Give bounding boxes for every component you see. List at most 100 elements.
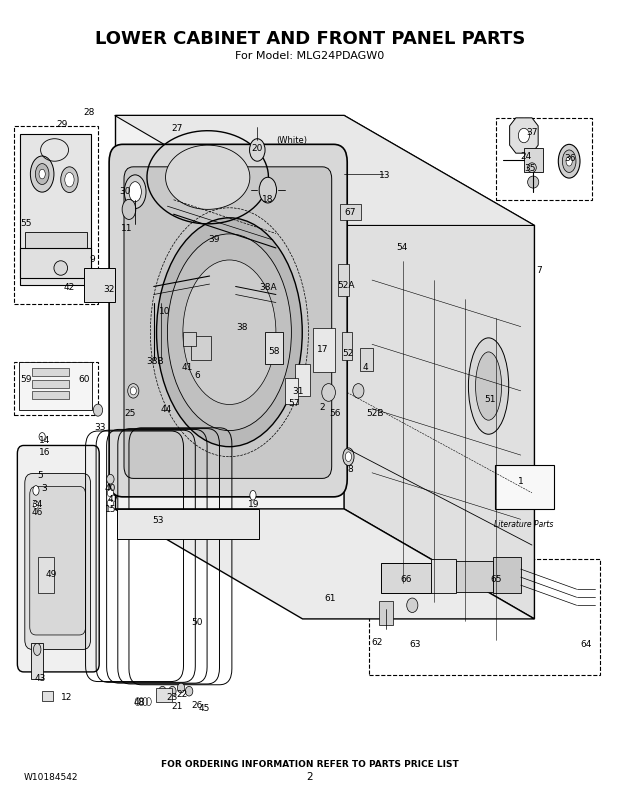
Text: 40: 40 [105,483,116,492]
Text: 15: 15 [105,504,116,514]
Bar [431,560,456,593]
Text: 7: 7 [536,265,542,275]
Text: 49: 49 [45,569,56,578]
Text: 62: 62 [371,637,383,646]
Polygon shape [344,116,534,619]
Bar [32,391,69,399]
Text: 54: 54 [396,242,407,252]
Polygon shape [115,116,534,226]
Bar [20,135,91,286]
Text: 47: 47 [107,494,118,504]
Ellipse shape [93,405,103,417]
Text: 31: 31 [292,387,303,396]
Ellipse shape [64,173,74,188]
Text: Literature Parts: Literature Parts [494,520,554,529]
Ellipse shape [128,384,139,399]
Ellipse shape [61,168,78,193]
Polygon shape [115,509,534,619]
Polygon shape [115,116,344,509]
Ellipse shape [40,446,45,452]
Text: 21: 21 [171,701,182,711]
Text: 26: 26 [192,699,203,709]
Text: 46: 46 [32,507,43,516]
Polygon shape [340,205,361,221]
Ellipse shape [469,338,508,435]
Text: 34: 34 [32,499,43,508]
Text: 6: 6 [194,371,200,380]
Text: 9: 9 [89,254,95,264]
Text: 20: 20 [252,144,263,153]
Text: (White): (White) [276,136,307,145]
Polygon shape [524,148,542,172]
Text: 43: 43 [35,673,46,683]
Ellipse shape [562,151,576,173]
Text: 18: 18 [262,194,273,204]
Ellipse shape [54,261,68,276]
Text: 63: 63 [410,638,421,648]
Bar [14,127,98,305]
Ellipse shape [476,353,502,421]
Text: 30: 30 [120,186,131,196]
Bar [493,557,521,593]
Text: 59: 59 [20,374,32,383]
Ellipse shape [249,140,265,162]
Bar [456,561,493,592]
Text: 12: 12 [61,691,73,701]
Bar [19,363,92,411]
Text: 45: 45 [199,703,210,712]
Ellipse shape [250,491,256,500]
Ellipse shape [177,683,185,693]
Ellipse shape [130,387,136,395]
Text: 38A: 38A [259,282,277,292]
Bar [360,349,373,371]
Text: 27: 27 [171,124,182,133]
FancyBboxPatch shape [30,487,86,635]
Text: 4: 4 [363,363,369,372]
Text: 25: 25 [125,408,136,418]
Bar [285,379,298,404]
Bar [25,233,87,253]
Bar [243,127,363,196]
Text: 58: 58 [268,346,280,356]
Ellipse shape [518,129,529,144]
Ellipse shape [124,176,146,209]
Ellipse shape [528,164,536,173]
Text: 29: 29 [56,119,68,129]
Ellipse shape [566,157,572,167]
Ellipse shape [129,182,141,202]
Text: 55: 55 [20,218,32,228]
Bar [369,560,600,675]
Text: 8: 8 [347,464,353,474]
Text: 23: 23 [167,691,178,701]
Ellipse shape [122,200,136,220]
Text: 44: 44 [161,404,172,414]
Bar [495,465,554,509]
Text: 13: 13 [379,170,390,180]
Text: FOR ORDERING INFORMATION REFER TO PARTS PRICE LIST: FOR ORDERING INFORMATION REFER TO PARTS … [161,759,459,768]
Ellipse shape [407,598,418,613]
Bar [14,363,98,415]
Bar [84,269,115,302]
Text: 37: 37 [526,128,538,137]
Bar [294,365,310,397]
Text: 64: 64 [580,638,591,648]
Text: 48: 48 [134,697,145,707]
Text: 61: 61 [324,593,335,602]
Ellipse shape [107,475,114,484]
Bar [381,563,431,593]
Ellipse shape [35,164,49,185]
Ellipse shape [169,687,176,696]
Ellipse shape [156,218,303,448]
Ellipse shape [33,643,41,656]
Bar [20,249,91,279]
Text: 2: 2 [307,772,313,781]
Text: 66: 66 [401,574,412,584]
Text: 41: 41 [182,363,193,372]
Bar [32,369,69,377]
Text: 19: 19 [249,499,260,508]
Text: 52: 52 [343,348,354,358]
Ellipse shape [345,452,352,462]
Text: 10: 10 [159,306,170,316]
Text: 39: 39 [208,234,219,244]
Bar [31,643,43,679]
